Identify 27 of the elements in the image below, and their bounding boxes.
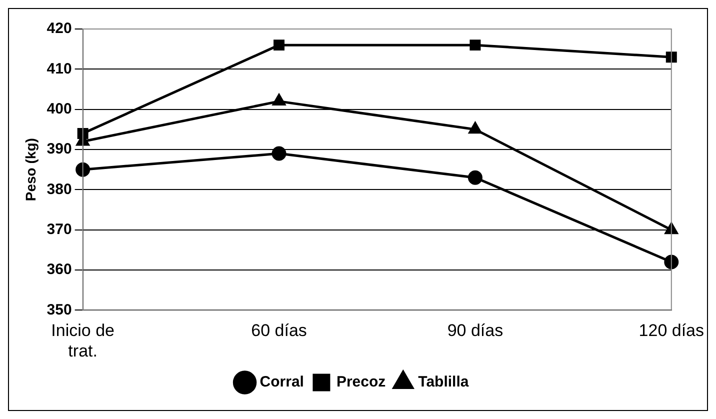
y-tick-label: 410 xyxy=(46,60,72,78)
legend-label: Precoz xyxy=(336,374,386,391)
point xyxy=(470,40,481,51)
point xyxy=(272,94,286,106)
point xyxy=(468,170,482,185)
legend-label: Corral xyxy=(260,374,304,391)
point xyxy=(77,128,88,139)
point xyxy=(664,222,678,234)
y-tick-label: 370 xyxy=(46,221,72,238)
x-tick-label: 120 días xyxy=(638,321,704,340)
point xyxy=(468,122,482,134)
y-tick-label: 380 xyxy=(46,180,72,198)
point xyxy=(664,254,679,270)
legend-label: Tablilla xyxy=(418,374,470,391)
y-tick-label: 360 xyxy=(46,261,72,278)
y-tick-label: 420 xyxy=(46,20,72,38)
point xyxy=(272,146,286,161)
point xyxy=(274,40,285,51)
y-tick-label: 390 xyxy=(46,140,72,158)
y-axis-title: Peso (kg) xyxy=(22,138,38,202)
x-tick-label: Inicio de trat. xyxy=(51,321,114,360)
x-tick-label: 60 días xyxy=(251,321,307,340)
y-tick-label: 350 xyxy=(46,301,72,318)
point xyxy=(666,52,677,63)
y-tick-label: 400 xyxy=(46,100,72,118)
x-tick-label: 90 días xyxy=(447,321,504,340)
point xyxy=(76,162,90,177)
